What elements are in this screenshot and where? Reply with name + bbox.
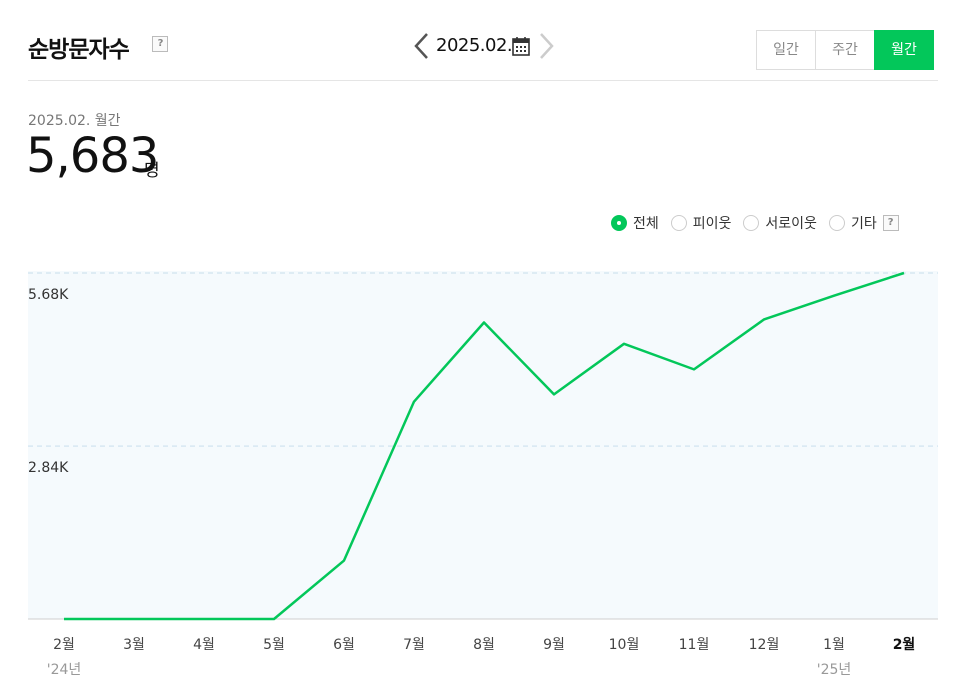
data-point[interactable] [618,338,630,350]
x-tick-label: 6월 [333,637,355,653]
data-point[interactable] [408,396,420,408]
visitor-type-filter: 전체 피이웃 서로이웃 기타 ? [611,212,899,234]
data-point[interactable] [548,388,560,400]
data-point[interactable] [828,290,840,302]
year-label: '25년 [817,662,852,678]
filter-mutual-neighbor-radio[interactable]: 서로이웃 [743,213,817,233]
calendar-icon[interactable] [512,36,530,56]
series-line [64,271,905,621]
x-tick-label: 7월 [403,637,425,653]
chevron-left-icon[interactable] [412,30,432,62]
radio-checked-icon [611,215,627,231]
filter-label: 서로이웃 [765,216,817,232]
tab-weekly[interactable]: 주간 [815,30,875,70]
x-tick-label: 2월 [893,636,916,653]
page-title: 순방문자수 ? [28,30,168,64]
filter-all-radio[interactable]: 전체 [611,213,659,233]
radio-unchecked-icon [670,215,687,231]
radio-unchecked-icon [828,215,845,231]
help-icon[interactable]: ? [882,215,899,231]
filter-label: 기타 [850,216,877,232]
data-point[interactable] [478,316,490,328]
summary-value: 5,683 [26,128,159,184]
period-tabs: 일간 주간 월간 [756,30,934,70]
x-tick-label: 3월 [123,637,145,653]
date-label: 2025.02. [436,35,513,56]
x-tick-label: 5월 [263,637,285,653]
plot-area [28,271,938,619]
help-icon[interactable]: ? [152,36,168,52]
filter-neighbor-radio[interactable]: 피이웃 [670,213,732,233]
data-point[interactable] [198,613,210,625]
filter-other-radio[interactable]: 기타 [828,213,877,233]
x-tick-label: 1월 [823,637,845,653]
y-tick-label: 2.84K [28,460,69,476]
x-tick-label: 12월 [749,637,780,653]
y-tick-label: 5.68K [28,287,69,303]
page-title-text: 순방문자수 [28,37,130,63]
data-point[interactable] [128,613,140,625]
x-tick-label: 10월 [609,637,640,653]
summary-date: 2025.02. 월간 [28,113,121,129]
data-point[interactable] [898,267,910,279]
data-point[interactable] [758,313,770,325]
x-tick-label: 11월 [679,637,710,653]
filter-label: 전체 [633,216,659,232]
chevron-right-icon[interactable] [536,30,556,62]
data-point[interactable] [268,613,280,625]
year-label: '24년 [47,662,82,678]
x-tick-label: 8월 [473,637,495,653]
header: 순방문자수 ? 2025.02. 일간 주간 월간 [28,0,938,81]
tab-daily[interactable]: 일간 [756,30,816,70]
summary-unit: 명 [144,161,160,181]
x-tick-label: 4월 [193,637,215,653]
filter-label: 피이웃 [692,216,732,232]
radio-unchecked-icon [743,215,760,231]
tab-monthly[interactable]: 월간 [874,30,934,70]
data-point[interactable] [688,363,700,375]
data-point[interactable] [338,555,350,567]
data-point[interactable] [58,613,70,625]
x-tick-label: 2월 [53,637,75,653]
x-tick-label: 9월 [543,637,565,653]
